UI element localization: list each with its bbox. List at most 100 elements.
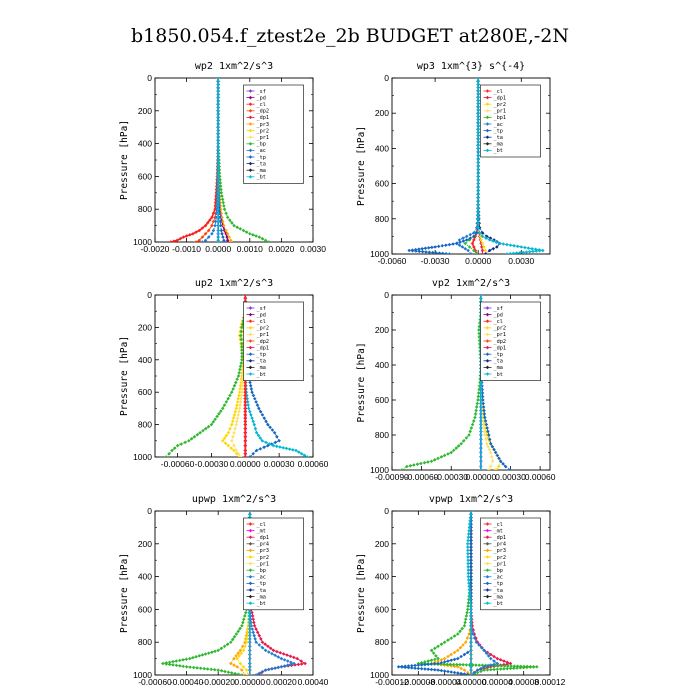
point-bt: [479, 468, 483, 470]
point-bp: [426, 659, 431, 663]
point-bt: [476, 98, 480, 103]
legend-label: _cl: [493, 89, 502, 95]
legend-marker: [248, 588, 253, 592]
point-pr1: [234, 422, 239, 427]
point-bt: [216, 122, 221, 126]
point-bt: [469, 614, 473, 618]
point-pr1: [232, 430, 236, 435]
point-tp: [426, 667, 431, 672]
point-bt: [477, 231, 482, 235]
point-dp1: [252, 620, 256, 625]
point-cl: [243, 390, 248, 395]
series-line-tp: [398, 511, 472, 675]
point-bt: [247, 673, 252, 675]
point-tp: [433, 245, 437, 249]
point-bt: [216, 78, 221, 80]
point-bp: [238, 367, 242, 372]
point-bp: [242, 614, 247, 618]
point-bt: [264, 440, 268, 445]
point-bt: [216, 181, 221, 185]
point-tp: [426, 246, 431, 250]
point-bp: [234, 632, 239, 636]
point-tp: [456, 671, 460, 675]
y-tick-label: 1000: [370, 465, 389, 475]
legend: _cl_dp1_pr2_pr1_bp1_ac_tp_ta_ma_bt: [480, 84, 541, 158]
y-tick-label: 600: [138, 387, 152, 397]
point-bp: [167, 451, 171, 456]
panel-wp3: wp3 1xm^{3} s^{-4}02004006008001000-0.00…: [356, 61, 551, 266]
legend-marker: [248, 548, 253, 553]
point-tp: [469, 568, 473, 572]
point-dp1: [251, 617, 256, 622]
point-bp: [474, 663, 478, 667]
legend-marker: [248, 574, 253, 579]
point-pr1: [483, 437, 488, 442]
point-bt: [466, 551, 470, 556]
point-bp: [228, 393, 232, 398]
point-tp: [432, 667, 437, 672]
point-ac: [463, 246, 468, 251]
point-cl: [168, 240, 173, 242]
point-bt: [476, 221, 480, 226]
point-pr3: [243, 673, 247, 675]
point-ac: [252, 633, 257, 638]
point-bp: [492, 667, 496, 672]
point-tp: [258, 409, 263, 414]
point-bp: [465, 607, 470, 612]
point-bt: [491, 239, 495, 243]
y-tick-label: 400: [375, 572, 389, 582]
point-bt: [476, 92, 480, 96]
point-bt: [302, 453, 307, 457]
point-tp: [454, 241, 459, 246]
point-pr2: [493, 468, 498, 470]
x-tick-label: 0.00000: [234, 677, 265, 687]
point-tp: [481, 401, 486, 406]
point-tp: [426, 662, 431, 667]
point-bp: [239, 329, 244, 334]
point-bt: [467, 591, 472, 595]
point-bp: [473, 412, 478, 416]
point-bt: [465, 545, 470, 549]
point-bt: [216, 151, 221, 156]
point-bt: [476, 114, 480, 119]
point-tp: [487, 437, 492, 442]
point-tp: [446, 659, 450, 663]
point-tp: [482, 408, 486, 413]
y-tick-label: 0: [147, 506, 152, 516]
point-bp: [511, 666, 516, 671]
point-tp: [403, 665, 407, 670]
legend-label: _cl: [256, 319, 265, 325]
point-bt: [512, 243, 516, 248]
y-tick-label: 800: [138, 204, 152, 214]
point-bt: [527, 249, 532, 254]
y-tick-label: 1000: [133, 452, 152, 462]
point-bp: [458, 629, 462, 634]
y-tick-label: 1000: [370, 670, 389, 680]
point-bt: [479, 441, 483, 446]
point-bt: [287, 447, 292, 451]
point-bt: [466, 561, 470, 566]
point-bt: [466, 532, 471, 536]
point-tp: [414, 249, 418, 253]
point-bp: [528, 665, 533, 670]
point-bt: [476, 160, 480, 165]
point-ac: [488, 656, 493, 661]
point-cl: [243, 383, 248, 388]
point-dp1: [271, 648, 276, 653]
point-ac: [273, 653, 277, 658]
point-pr3: [227, 235, 232, 239]
point-bt: [534, 249, 539, 253]
point-tp: [218, 219, 223, 224]
point-bt: [247, 623, 252, 628]
point-bt: [469, 644, 473, 649]
point-ac: [492, 662, 496, 667]
y-axis-label: Pressure [hPa]: [119, 553, 130, 633]
legend-marker: [248, 568, 253, 573]
legend-label: _bt: [256, 601, 265, 607]
point-bp: [238, 626, 242, 631]
legend-label: _ta: [256, 161, 265, 167]
point-tp: [459, 654, 463, 659]
legend-marker: [248, 522, 253, 526]
point-tp: [483, 415, 487, 420]
point-tp: [432, 661, 437, 666]
